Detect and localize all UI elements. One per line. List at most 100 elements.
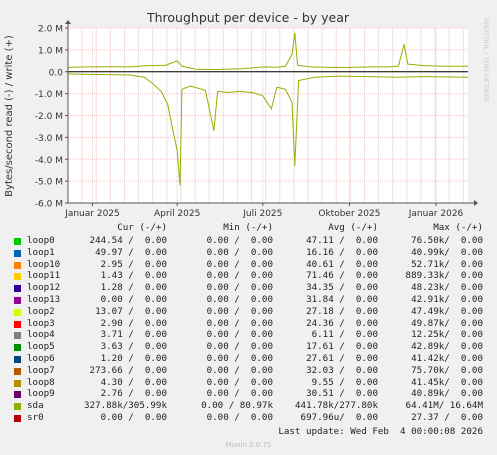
legend-min: 0.00 / 0.00 <box>206 294 273 305</box>
rrdtool-watermark: RRDTOOL / TOBI OETIKER <box>482 18 490 102</box>
legend-swatch <box>14 297 21 304</box>
legend-swatch <box>14 344 21 352</box>
legend-swatch <box>14 249 21 257</box>
legend-avg: 47.11 / 0.00 <box>306 235 378 246</box>
legend-row-loop12: loop12 1.28 / 0.00 0.00 / 0.00 34.35 / 0.00… <box>0 282 497 294</box>
legend-swatch <box>14 367 21 375</box>
legend-row-loop0: loop0 244.54 / 0.00 0.00 / 0.00 47.11 / 0.0… <box>0 235 497 247</box>
legend-min: 0.00 / 0.00 <box>206 235 273 246</box>
legend-min: 0.00 / 0.00 <box>206 246 273 258</box>
legend-row-loop4: loop4 3.71 / 0.00 0.00 / 0.00 6.11 / 0.00 12… <box>0 329 497 341</box>
column-header-max: Max (-/+) <box>433 222 483 233</box>
legend-name: loop10 <box>27 258 61 270</box>
legend-max: 52.71k/ 0.00 <box>411 258 483 270</box>
legend-min: 0.00 / 0.00 <box>206 364 273 376</box>
column-header-cur: Cur (-/+) <box>117 222 167 233</box>
legend-swatch <box>14 415 21 422</box>
legend-cur: 3.63 / 0.00 <box>100 341 167 353</box>
legend-row-loop11: loop11 1.43 / 0.00 0.00 / 0.00 71.46 / 0.00… <box>0 270 497 282</box>
legend-max: 40.89k/ 0.00 <box>411 388 483 400</box>
legend-avg: 40.61 / 0.00 <box>306 258 378 270</box>
axes: 2.0 M 1.0 M 0.0 -1.0 M -2.0 M -3.0 M -4.0 M -5.… <box>35 20 478 219</box>
legend-avg: 27.61 / 0.00 <box>306 353 378 364</box>
series-layer <box>67 32 469 186</box>
legend-min: 0.00 / 0.00 <box>206 305 273 317</box>
legend-name: loop12 <box>27 282 61 294</box>
y-axis-arrow <box>65 20 71 24</box>
legend-swatch <box>14 356 21 363</box>
legend-row-loop10: loop10 2.95 / 0.00 0.00 / 0.00 40.61 / 0.00… <box>0 259 497 271</box>
legend-max: 47.49k/ 0.00 <box>411 305 483 317</box>
legend-cur: 1.20 / 0.00 <box>100 353 167 364</box>
legend-min: 0.00 / 0.00 <box>206 317 273 329</box>
legend-min: 0.00 / 0.00 <box>206 388 273 400</box>
legend-cur: 2.95 / 0.00 <box>100 258 167 270</box>
legend-swatch <box>14 332 21 340</box>
legend-max: 27.37 / 0.00 <box>411 412 483 423</box>
legend-max: 40.99k/ 0.00 <box>411 246 483 258</box>
legend-cur: 3.71 / 0.00 <box>100 329 167 341</box>
x-tick-label: April 2025 <box>154 209 200 219</box>
legend-min: 0.00 / 0.00 <box>206 282 273 294</box>
legend-cur: 0.00 / 0.00 <box>100 294 167 305</box>
legend-name: loop9 <box>27 388 55 400</box>
legend-cur: 2.90 / 0.00 <box>100 317 167 329</box>
legend-name: loop7 <box>27 364 55 376</box>
legend-max: 49.87k/ 0.00 <box>411 317 483 329</box>
legend-swatch <box>14 273 21 281</box>
legend-swatch <box>14 391 21 399</box>
chart-title: Throughput per device - by year <box>146 10 350 25</box>
legend-name: loop1 <box>27 246 55 258</box>
x-tick-label: Oktober 2025 <box>318 209 380 219</box>
legend-swatch <box>14 403 21 411</box>
legend-name: loop6 <box>27 353 55 364</box>
y-tick-label: 2.0 M <box>38 25 63 35</box>
legend-row-loop6: loop6 1.20 / 0.00 0.00 / 0.00 27.61 / 0.00 4… <box>0 353 497 365</box>
legend-cur: 49.97 / 0.00 <box>95 246 167 258</box>
throughput-chart: 2.0 M 1.0 M 0.0 -1.0 M -2.0 M -3.0 M -4.0 M -5.… <box>0 0 497 220</box>
legend-cur: 1.28 / 0.00 <box>100 282 167 294</box>
x-tick-label: Januar 2025 <box>64 209 120 219</box>
legend-avg: 27.18 / 0.00 <box>306 305 378 317</box>
column-header-avg: Avg (-/+) <box>328 222 378 233</box>
legend-row-loop13: loop13 0.00 / 0.00 0.00 / 0.00 31.84 / 0.00… <box>0 294 497 306</box>
legend-max: 41.45k/ 0.00 <box>411 376 483 388</box>
y-tick-label: -2.0 M <box>35 112 63 122</box>
y-tick-label: -6.0 M <box>35 200 63 210</box>
legend-cur: 327.88k/305.99k <box>84 400 167 412</box>
legend-avg: 30.51 / 0.00 <box>306 388 378 400</box>
legend-swatch <box>14 238 21 245</box>
legend-avg: 31.84 / 0.00 <box>306 294 378 305</box>
y-tick-label: -1.0 M <box>35 90 63 100</box>
legend-avg: 71.46 / 0.00 <box>306 270 378 282</box>
legend-avg: 441.78k/277.80k <box>295 400 378 412</box>
y-tick-label: -5.0 M <box>35 178 63 188</box>
legend-name: loop5 <box>27 341 55 353</box>
y-axis-label: Bytes/second read (-) / write (+) <box>4 35 15 197</box>
legend-max: 41.42k/ 0.00 <box>411 353 483 364</box>
legend-avg: 16.16 / 0.00 <box>306 246 378 258</box>
legend-swatch <box>14 379 21 387</box>
legend-cur: 13.07 / 0.00 <box>95 305 167 317</box>
legend-max: 889.33k/ 0.00 <box>405 270 483 282</box>
legend-max: 48.23k/ 0.00 <box>411 282 483 294</box>
legend-row-loop8: loop8 4.30 / 0.00 0.00 / 0.00 9.55 / 0.00 41… <box>0 377 497 389</box>
legend-row-loop9: loop9 2.76 / 0.00 0.00 / 0.00 30.51 / 0.00 4… <box>0 388 497 400</box>
legend-avg: 34.35 / 0.00 <box>306 282 378 294</box>
legend-row-loop5: loop5 3.63 / 0.00 0.00 / 0.00 17.61 / 0.00 4… <box>0 341 497 353</box>
legend-min: 0.00 / 0.00 <box>206 270 273 282</box>
legend-row-sda: sda 327.88k/305.99k 0.00 / 80.97k 441.78k/2… <box>0 400 497 412</box>
series-sda-read <box>67 73 469 186</box>
legend-swatch <box>14 308 21 316</box>
legend-name: loop0 <box>27 235 55 246</box>
legend-name: loop2 <box>27 305 55 317</box>
legend-max: 42.91k/ 0.00 <box>411 294 483 305</box>
legend-max: 76.50k/ 0.00 <box>411 235 483 246</box>
legend-row-loop2: loop2 13.07 / 0.00 0.00 / 0.00 27.18 / 0.00… <box>0 306 497 318</box>
legend-swatch <box>14 320 21 328</box>
legend-row-loop1: loop1 49.97 / 0.00 0.00 / 0.00 16.16 / 0.00… <box>0 247 497 259</box>
legend-min: 0.00 / 0.00 <box>206 329 273 341</box>
legend-max: 64.41M/ 16.64M <box>405 400 483 412</box>
legend-name: loop8 <box>27 376 55 388</box>
y-tick-label: -4.0 M <box>35 156 63 166</box>
